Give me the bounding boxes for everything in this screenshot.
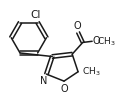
Text: Cl: Cl	[30, 10, 40, 20]
Text: CH$_3$: CH$_3$	[97, 35, 116, 47]
Text: CH$_3$: CH$_3$	[82, 66, 101, 78]
Text: O: O	[73, 21, 81, 31]
Text: N: N	[40, 76, 48, 86]
Text: O: O	[93, 36, 100, 46]
Text: O: O	[61, 84, 68, 94]
